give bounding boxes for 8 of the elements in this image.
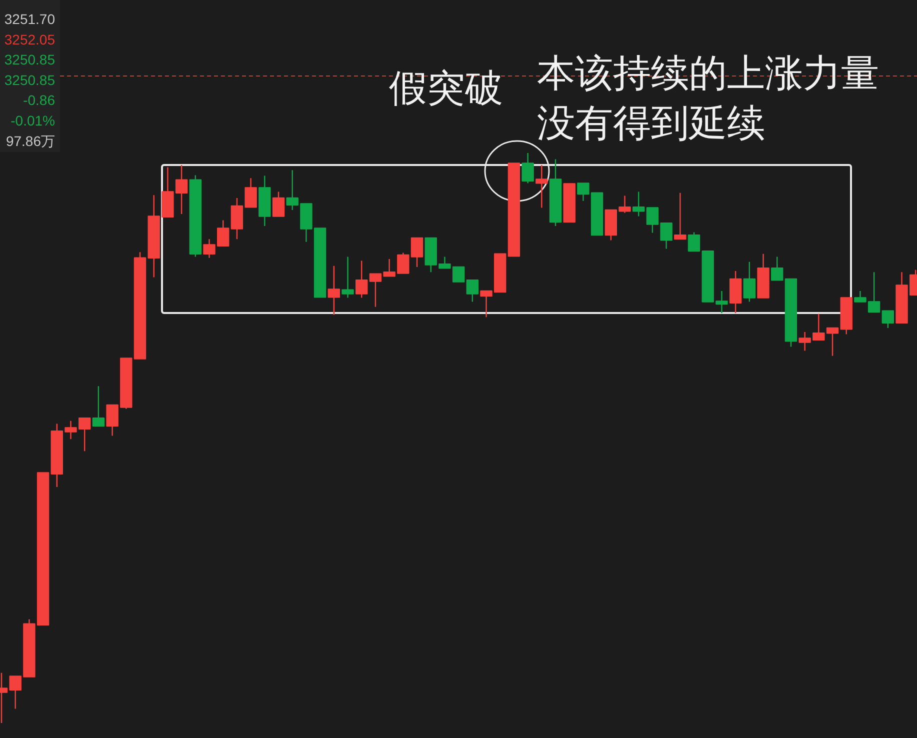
text: 3252.05	[4, 31, 56, 48]
text: 97.86万	[6, 132, 55, 149]
text: -0.86	[23, 92, 56, 108]
text: 假突破	[389, 66, 503, 110]
text: -0.01%	[10, 112, 55, 128]
text: 3251.70	[4, 11, 56, 27]
text: 3250.85	[4, 72, 56, 88]
text: 3250.85	[4, 52, 56, 68]
